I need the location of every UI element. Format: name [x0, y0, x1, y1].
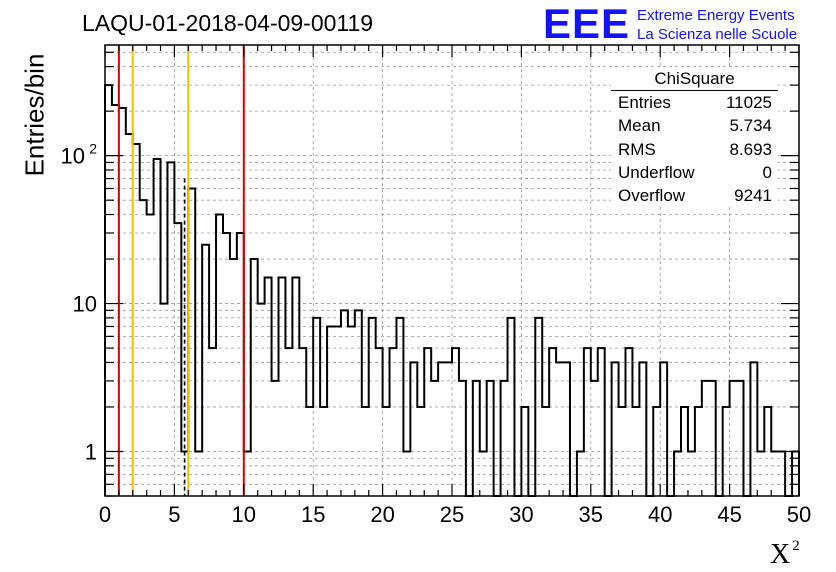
histogram-bin: [348, 326, 355, 496]
histogram-bin: [258, 304, 265, 496]
histogram-bin: [390, 348, 397, 496]
x-tick-label: 45: [717, 502, 741, 527]
histogram-bin: [376, 348, 383, 496]
stats-label: Entries: [618, 93, 671, 112]
threshold-lines: [117, 45, 245, 496]
y-axis-label: Entries/bin: [19, 53, 50, 177]
histogram-bin: [612, 362, 619, 496]
histogram-bin: [473, 381, 480, 496]
stats-row-underflow: Underflow 0: [611, 161, 778, 184]
histogram-bin: [598, 348, 605, 496]
x-tick-label: 10: [232, 502, 256, 527]
y-tick-label: 10: [73, 292, 97, 317]
stats-value: 0: [762, 162, 772, 182]
stats-row-rms: RMS 8.693: [611, 138, 778, 161]
y-tick-label-exponent: 2: [89, 141, 97, 157]
stats-value: 9241: [734, 186, 772, 206]
stats-label: Mean: [618, 116, 661, 136]
histogram-bin: [487, 381, 494, 496]
histogram-bin: [237, 233, 244, 496]
histogram-bin: [272, 381, 279, 496]
histogram-bin: [709, 381, 716, 496]
histogram-bin: [216, 215, 223, 496]
x-tick-labels: 0 5 10 15 20 25 30 35 40 45 50: [99, 502, 811, 527]
histogram-bin: [251, 259, 258, 496]
x-axis-label-superscript: 2: [792, 538, 800, 554]
histogram-bin: [133, 144, 140, 496]
x-axis-label-text: X: [770, 539, 791, 570]
histogram-bin: [591, 381, 598, 496]
histogram-bin: [445, 362, 452, 496]
chart-title: LAQU-01-2018-04-09-00119: [82, 10, 374, 36]
histogram-bin: [119, 108, 126, 496]
stats-value: 8.693: [729, 139, 772, 159]
stats-label: Overflow: [618, 186, 686, 206]
stats-label: RMS: [618, 139, 656, 159]
histogram-bin: [563, 362, 570, 496]
x-tick-label: 20: [370, 502, 394, 527]
histogram-bin: [730, 381, 737, 496]
histogram-bin: [626, 348, 633, 496]
histogram-bin: [438, 362, 445, 496]
histogram-bin: [355, 310, 362, 496]
y-tick-label: 10: [61, 144, 85, 169]
histogram-bin: [459, 381, 466, 496]
histogram-bin: [167, 162, 174, 496]
x-tick-label: 0: [99, 502, 111, 527]
histogram-bars: [104, 84, 800, 497]
logo-line-1: Extreme Energy Events: [637, 7, 795, 24]
x-tick-label: 50: [787, 502, 811, 527]
stats-label: Underflow: [618, 162, 695, 182]
x-tick-label: 40: [648, 502, 672, 527]
histogram-bin: [501, 381, 508, 496]
x-tick-label: 35: [579, 502, 603, 527]
histogram-bin: [584, 348, 591, 496]
histogram-bin: [431, 381, 438, 496]
stats-box: ChiSquare Entries 11025 Mean 5.734 RMS 8.69…: [611, 69, 778, 208]
histogram-outline: [104, 84, 800, 497]
histogram-bin: [188, 188, 195, 496]
histogram-bin: [285, 348, 292, 496]
histogram-bin: [209, 348, 216, 496]
x-tick-label: 5: [168, 502, 180, 527]
histogram-bin: [702, 381, 709, 496]
x-tick-label: 15: [301, 502, 325, 527]
histogram-bin: [410, 362, 417, 496]
histogram-bin: [230, 259, 237, 496]
histogram-bin: [299, 348, 306, 496]
histogram-bin: [660, 362, 667, 496]
histogram-bin: [750, 362, 757, 496]
histogram-bin: [112, 105, 119, 496]
stats-title: ChiSquare: [611, 69, 778, 91]
histogram-bin: [174, 223, 181, 496]
histogram-bin: [147, 215, 154, 496]
histogram-bin: [154, 159, 161, 496]
histogram-bin: [639, 362, 646, 496]
histogram-bin: [424, 348, 431, 496]
histogram-bin: [452, 348, 459, 496]
stats-value: 11025: [725, 93, 772, 112]
y-tick-label: 1: [85, 439, 97, 464]
histogram-bin: [341, 310, 348, 496]
stats-row-mean: Mean 5.734: [611, 114, 778, 137]
stats-row-entries: Entries 11025: [611, 91, 778, 114]
histogram-bin: [327, 326, 334, 496]
stats-row-overflow: Overflow 9241: [611, 184, 778, 207]
histogram-bin: [223, 233, 230, 496]
histogram-bin: [334, 326, 341, 496]
logo-line-2: La Scienza nelle Scuole: [637, 26, 798, 43]
axis-ticks: [104, 45, 800, 497]
histogram-bin: [105, 85, 112, 496]
histogram-bin: [556, 362, 563, 496]
logo-mark: EEE: [543, 0, 631, 47]
x-tick-label: 25: [440, 502, 464, 527]
histogram-bin: [161, 304, 168, 496]
histogram-bin: [549, 348, 556, 496]
x-tick-label: 30: [509, 502, 533, 527]
histogram-bin: [737, 381, 744, 496]
stats-value: 5.734: [729, 116, 772, 136]
